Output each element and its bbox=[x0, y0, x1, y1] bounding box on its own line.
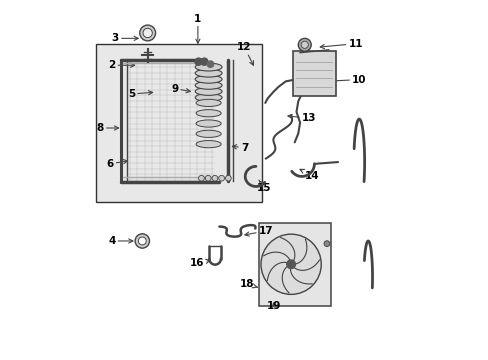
Bar bbox=[258, 223, 330, 306]
Text: 16: 16 bbox=[189, 258, 210, 268]
Text: 10: 10 bbox=[327, 75, 366, 85]
Text: 9: 9 bbox=[171, 84, 190, 94]
Text: 18: 18 bbox=[239, 279, 257, 289]
Text: 19: 19 bbox=[266, 301, 281, 311]
Circle shape bbox=[140, 25, 155, 41]
Ellipse shape bbox=[196, 120, 221, 127]
Ellipse shape bbox=[195, 81, 222, 89]
Text: 12: 12 bbox=[237, 42, 253, 65]
FancyBboxPatch shape bbox=[292, 51, 335, 96]
Text: 1: 1 bbox=[194, 14, 201, 43]
Circle shape bbox=[142, 28, 152, 38]
Circle shape bbox=[324, 241, 329, 247]
Text: 11: 11 bbox=[320, 39, 362, 49]
Circle shape bbox=[205, 175, 211, 181]
Circle shape bbox=[198, 175, 204, 181]
Text: 4: 4 bbox=[108, 236, 133, 246]
Ellipse shape bbox=[195, 75, 222, 83]
Ellipse shape bbox=[195, 69, 222, 77]
Ellipse shape bbox=[196, 130, 221, 138]
Circle shape bbox=[286, 260, 295, 269]
Circle shape bbox=[201, 58, 207, 65]
Bar bbox=[96, 44, 262, 202]
Circle shape bbox=[212, 175, 217, 181]
Circle shape bbox=[218, 175, 224, 181]
Ellipse shape bbox=[196, 140, 221, 148]
Ellipse shape bbox=[196, 110, 221, 117]
Text: 14: 14 bbox=[300, 169, 319, 181]
Ellipse shape bbox=[195, 87, 222, 95]
Text: 8: 8 bbox=[97, 123, 118, 133]
Ellipse shape bbox=[195, 94, 222, 102]
Circle shape bbox=[225, 175, 231, 181]
Text: 15: 15 bbox=[257, 180, 271, 193]
Text: 5: 5 bbox=[128, 89, 152, 99]
Text: 7: 7 bbox=[232, 143, 248, 153]
Text: 2: 2 bbox=[108, 60, 134, 70]
Circle shape bbox=[195, 58, 202, 65]
Circle shape bbox=[138, 237, 146, 245]
Text: 13: 13 bbox=[287, 113, 316, 123]
Circle shape bbox=[261, 234, 321, 294]
Text: 3: 3 bbox=[111, 33, 138, 43]
Text: 17: 17 bbox=[244, 226, 273, 236]
Text: 6: 6 bbox=[106, 159, 127, 169]
Ellipse shape bbox=[196, 99, 221, 107]
Circle shape bbox=[135, 234, 149, 248]
Circle shape bbox=[298, 39, 310, 51]
Circle shape bbox=[207, 61, 213, 67]
Circle shape bbox=[301, 41, 308, 48]
Ellipse shape bbox=[195, 63, 222, 71]
